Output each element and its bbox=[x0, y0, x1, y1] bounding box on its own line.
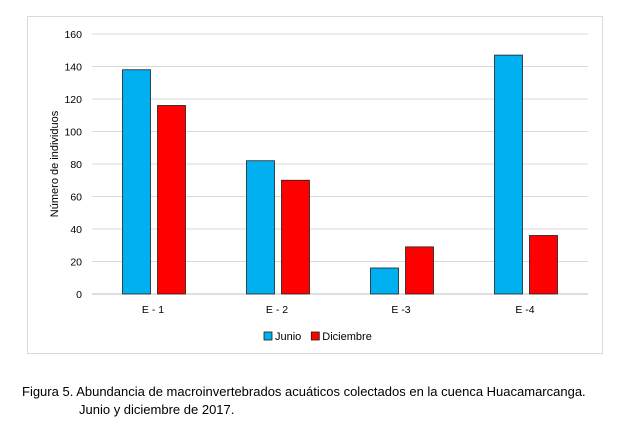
legend: Junio Diciembre bbox=[263, 331, 372, 343]
x-tick-label: E - 2 bbox=[266, 304, 288, 316]
bar-diciembre-4 bbox=[529, 235, 558, 295]
legend-label-junio: Junio bbox=[275, 331, 301, 343]
x-tick-label: E -4 bbox=[515, 304, 534, 316]
y-tick-label: 140 bbox=[64, 62, 82, 74]
y-tick-label: 80 bbox=[70, 159, 82, 171]
x-tick-label: E - 1 bbox=[142, 304, 164, 316]
bar-diciembre-1 bbox=[157, 105, 186, 295]
y-tick-label: 120 bbox=[64, 94, 82, 106]
bar-junio-1 bbox=[122, 69, 151, 295]
bar-junio-4 bbox=[494, 54, 523, 295]
y-tick-label: 160 bbox=[64, 29, 82, 41]
bar-junio-3 bbox=[370, 267, 399, 295]
bar-diciembre-2 bbox=[281, 179, 310, 295]
y-tick-label: 0 bbox=[76, 289, 82, 301]
bar-diciembre-3 bbox=[405, 246, 434, 295]
caption-line-2: Junio y diciembre de 2017. bbox=[79, 402, 235, 417]
y-tick-label: 20 bbox=[70, 257, 82, 269]
y-tick-label: 100 bbox=[64, 127, 82, 139]
y-tick-label: 60 bbox=[70, 192, 82, 204]
legend-swatch-junio bbox=[263, 331, 273, 341]
bar-chart: 0 20 40 60 80 100 120 140 160 E - 1 E - 2 E -3 E -4… bbox=[49, 29, 588, 343]
legend-swatch-diciembre bbox=[310, 331, 320, 341]
bars bbox=[122, 54, 558, 295]
legend-label-diciembre: Diciembre bbox=[322, 331, 372, 343]
figure-caption: Figura 5. Abundancia de macroinvertebrad… bbox=[22, 383, 622, 419]
y-axis-title: Número de individuos bbox=[49, 110, 61, 217]
y-tick-label: 40 bbox=[70, 224, 82, 236]
y-tick-labels: 0 20 40 60 80 100 120 140 160 bbox=[64, 29, 82, 301]
caption-line-1: Figura 5. Abundancia de macroinvertebrad… bbox=[22, 384, 586, 399]
bar-junio-2 bbox=[246, 160, 275, 295]
x-tick-labels: E - 1 E - 2 E -3 E -4 bbox=[142, 304, 535, 316]
x-tick-label: E -3 bbox=[391, 304, 410, 316]
